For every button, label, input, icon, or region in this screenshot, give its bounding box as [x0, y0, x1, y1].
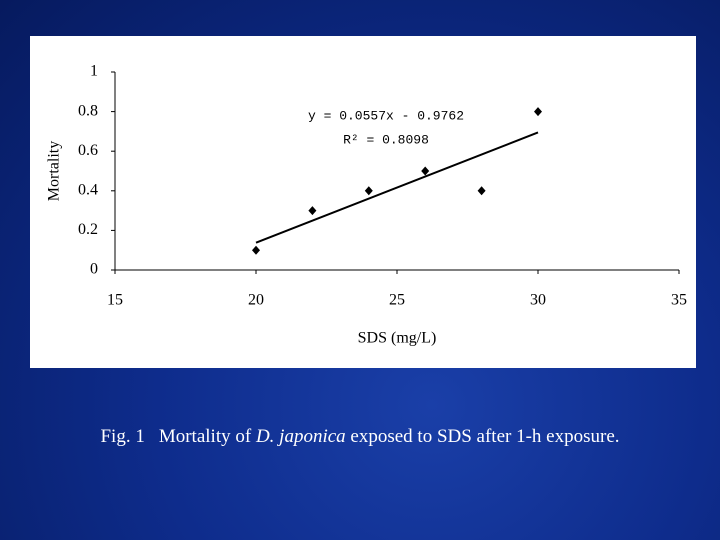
r-squared: R² = 0.8098 [343, 132, 429, 147]
y-tick-label: 0.2 [78, 221, 98, 238]
equation: y = 0.0557x - 0.9762 [308, 108, 464, 123]
point [421, 166, 430, 176]
x-tick-label: 15 [107, 292, 123, 309]
x-tick-label: 35 [671, 292, 687, 309]
caption-text: exposed to SDS after 1-h exposure. [345, 426, 620, 447]
point [534, 107, 542, 117]
point [308, 206, 317, 216]
caption-species: D. japonica [255, 426, 346, 447]
point [477, 186, 486, 196]
y-tick-label: 0.4 [78, 181, 98, 198]
x-tick-label: 25 [389, 292, 405, 309]
y-tick-label: 0 [90, 261, 98, 278]
trendline [255, 131, 539, 244]
x-tick-label: 30 [530, 292, 546, 309]
caption-text: Mortality of [158, 426, 256, 447]
point [364, 186, 373, 196]
x-axis-label: SDS (mg/L) [358, 330, 437, 347]
chart: SDS (mg/L) Mortality y = 0.0557x - 0.976… [30, 36, 696, 368]
chart-background [30, 36, 696, 368]
y-tick-label: 0.8 [78, 102, 98, 119]
y-axis-label: Mortality [46, 141, 63, 201]
caption: Fig. 1 Mortality of D. japonica exposed t… [0, 426, 720, 448]
y-tick-label: 1 [90, 63, 98, 80]
caption-label: Fig. 1 [100, 426, 145, 447]
y-tick-label: 0.6 [78, 142, 98, 159]
point [252, 245, 260, 255]
x-tick-label: 20 [248, 292, 264, 309]
